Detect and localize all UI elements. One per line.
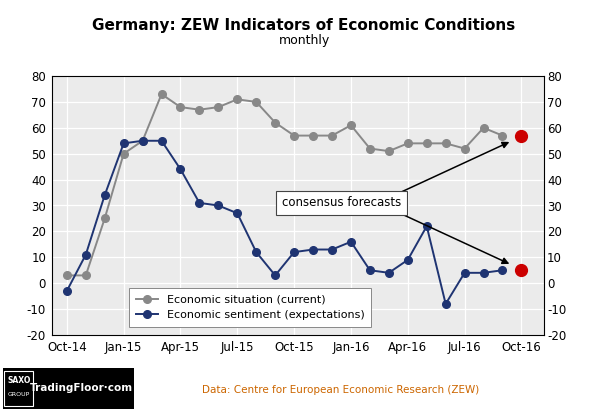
Text: GROUP: GROUP bbox=[8, 392, 30, 397]
Legend: Economic situation (current), Economic sentiment (expectations): Economic situation (current), Economic s… bbox=[129, 288, 371, 327]
Text: monthly: monthly bbox=[278, 34, 330, 47]
Text: consensus forecasts: consensus forecasts bbox=[282, 196, 401, 210]
Text: TradingFloor·com: TradingFloor·com bbox=[30, 383, 133, 393]
Text: Data: Centre for European Economic Research (ZEW): Data: Centre for European Economic Resea… bbox=[202, 385, 479, 395]
Bar bbox=[4, 371, 33, 406]
Text: SAXO: SAXO bbox=[7, 376, 30, 386]
Text: Germany: ZEW Indicators of Economic Conditions: Germany: ZEW Indicators of Economic Cond… bbox=[92, 18, 516, 33]
